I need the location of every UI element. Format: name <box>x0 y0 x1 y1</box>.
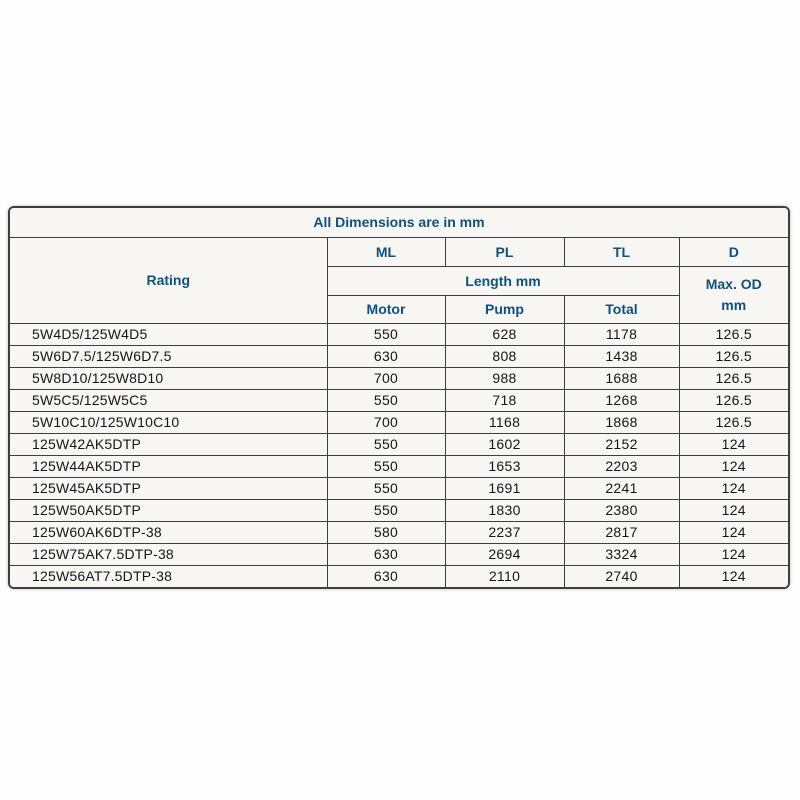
total-value-cell: 1178 <box>563 322 680 346</box>
table-row: 125W50AK5DTP 550 1830 2380 124 <box>10 498 788 522</box>
table-row: 125W60AK6DTP-38 580 2237 2817 124 <box>10 520 788 544</box>
rating-cell: 125W45AK5DTP <box>10 476 328 500</box>
header-group-row: Length mm Max. OD mm <box>10 265 788 324</box>
col-header-pl: PL <box>444 236 565 267</box>
table-row: 5W4D5/125W4D5 550 628 1178 126.5 <box>10 322 788 346</box>
table-title: All Dimensions are in mm <box>10 208 788 238</box>
pump-value-cell: 2237 <box>444 520 565 544</box>
total-value-cell: 1868 <box>563 410 680 434</box>
max-od-value-cell: 126.5 <box>678 322 788 346</box>
max-od-line2: mm <box>721 296 747 313</box>
total-value-cell: 1268 <box>563 388 680 412</box>
rating-cell: 125W42AK5DTP <box>10 432 328 456</box>
rating-cell: 5W10C10/125W10C10 <box>10 410 328 434</box>
rating-cell: 125W56AT7.5DTP-38 <box>10 564 328 587</box>
motor-value-cell: 550 <box>326 498 446 522</box>
rating-cell: 5W5C5/125W5C5 <box>10 388 328 412</box>
table-row: 125W45AK5DTP 550 1691 2241 124 <box>10 476 788 500</box>
total-value-cell: 1438 <box>563 344 680 368</box>
pump-value-cell: 1653 <box>444 454 565 478</box>
total-value-cell: 2241 <box>563 476 680 500</box>
col-header-tl: TL <box>563 236 680 267</box>
max-od-value-cell: 124 <box>678 542 788 566</box>
total-value-cell: 2380 <box>563 498 680 522</box>
pump-value-cell: 2694 <box>444 542 565 566</box>
motor-value-cell: 700 <box>326 366 446 390</box>
rating-cell: 5W4D5/125W4D5 <box>10 322 328 346</box>
motor-value-cell: 580 <box>326 520 446 544</box>
col-header-length-mm: Length mm <box>327 265 680 296</box>
max-od-value-cell: 126.5 <box>678 344 788 368</box>
max-od-value-cell: 124 <box>678 432 788 456</box>
motor-value-cell: 630 <box>326 542 446 566</box>
rating-cell: 5W6D7.5/125W6D7.5 <box>10 344 328 368</box>
max-od-line1: Max. OD <box>705 275 762 292</box>
total-value-cell: 2152 <box>563 432 680 456</box>
max-od-value-cell: 126.5 <box>678 410 788 434</box>
rating-cell: 125W60AK6DTP-38 <box>10 520 328 544</box>
motor-value-cell: 700 <box>326 410 446 434</box>
col-header-pump: Pump <box>444 294 565 324</box>
pump-value-cell: 1830 <box>444 498 565 522</box>
max-od-value-cell: 126.5 <box>678 388 788 412</box>
motor-value-cell: 630 <box>326 344 446 368</box>
motor-value-cell: 550 <box>326 476 446 500</box>
pump-value-cell: 1168 <box>444 410 565 434</box>
col-header-max-od: Max. OD mm <box>678 265 788 324</box>
col-header-ml: ML <box>326 236 446 267</box>
table-row: 125W42AK5DTP 550 1602 2152 124 <box>10 432 788 456</box>
col-header-rating: Rating <box>10 236 328 324</box>
total-value-cell: 1688 <box>563 366 680 390</box>
motor-value-cell: 550 <box>326 432 446 456</box>
header-codes-row: Rating ML PL TL D <box>10 236 788 324</box>
max-od-value-cell: 124 <box>678 476 788 500</box>
rating-cell: 5W8D10/125W8D10 <box>10 366 328 390</box>
col-header-motor: Motor <box>327 294 446 324</box>
pump-value-cell: 2110 <box>444 564 565 587</box>
motor-value-cell: 630 <box>326 564 446 587</box>
max-od-value-cell: 124 <box>678 454 788 478</box>
total-value-cell: 2740 <box>563 564 680 587</box>
max-od-value-cell: 124 <box>678 564 788 587</box>
rating-cell: 125W44AK5DTP <box>10 454 328 478</box>
table-title-row: All Dimensions are in mm <box>10 208 788 238</box>
dimensions-table-grid: All Dimensions are in mm Rating ML PL TL… <box>10 208 788 587</box>
dimensions-table: All Dimensions are in mm Rating ML PL TL… <box>8 206 790 589</box>
pump-value-cell: 1602 <box>444 432 565 456</box>
col-header-d: D <box>678 236 788 267</box>
table-row: 125W56AT7.5DTP-38 630 2110 2740 124 <box>10 564 788 587</box>
total-value-cell: 3324 <box>563 542 680 566</box>
motor-value-cell: 550 <box>326 388 446 412</box>
table-row: 5W10C10/125W10C10 700 1168 1868 126.5 <box>10 410 788 434</box>
rating-cell: 125W50AK5DTP <box>10 498 328 522</box>
max-od-value-cell: 124 <box>678 498 788 522</box>
table-row: 5W8D10/125W8D10 700 988 1688 126.5 <box>10 366 788 390</box>
pump-value-cell: 718 <box>444 388 565 412</box>
pump-value-cell: 628 <box>444 322 565 346</box>
table-row: 5W5C5/125W5C5 550 718 1268 126.5 <box>10 388 788 412</box>
table-row: 125W75AK7.5DTP-38 630 2694 3324 124 <box>10 542 788 566</box>
max-od-value-cell: 124 <box>678 520 788 544</box>
motor-value-cell: 550 <box>326 322 446 346</box>
pump-value-cell: 988 <box>444 366 565 390</box>
total-value-cell: 2817 <box>563 520 680 544</box>
table-row: 125W44AK5DTP 550 1653 2203 124 <box>10 454 788 478</box>
motor-value-cell: 550 <box>326 454 446 478</box>
pump-value-cell: 808 <box>444 344 565 368</box>
rating-cell: 125W75AK7.5DTP-38 <box>10 542 328 566</box>
pump-value-cell: 1691 <box>444 476 565 500</box>
col-header-total: Total <box>563 294 679 324</box>
table-row: 5W6D7.5/125W6D7.5 630 808 1438 126.5 <box>10 344 788 368</box>
max-od-value-cell: 126.5 <box>678 366 788 390</box>
total-value-cell: 2203 <box>563 454 680 478</box>
